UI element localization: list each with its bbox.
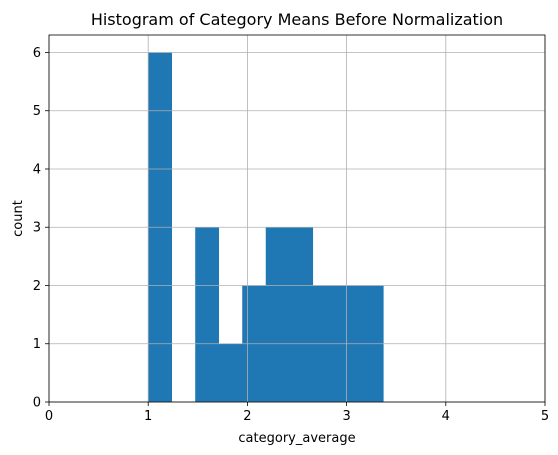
plot-frame: [48, 34, 546, 403]
y-tick-label-3: 3: [33, 221, 41, 236]
y-tick-label-6: 6: [33, 46, 41, 61]
x-tick-label-3: 3: [342, 409, 350, 424]
y-axis-label: count: [11, 200, 26, 237]
histogram-bar-3: [218, 343, 243, 402]
y-tick-label-4: 4: [33, 162, 41, 177]
y-tick-label-1: 1: [33, 337, 41, 352]
histogram-bar-5: [265, 227, 290, 402]
ticks-layer: 0 1 2 3 4 5 0 1 2 3 4 5 6: [33, 46, 549, 424]
x-tick-label-0: 0: [45, 409, 53, 424]
chart-title: Histogram of Category Means Before Norma…: [91, 10, 503, 29]
y-tick-label-5: 5: [33, 104, 41, 119]
x-tick-label-2: 2: [243, 409, 251, 424]
y-tick-label-0: 0: [33, 396, 41, 411]
histogram-bar-6: [289, 227, 314, 402]
x-axis-label: category_average: [238, 431, 355, 446]
y-tick-label-2: 2: [33, 279, 41, 294]
x-tick-label-5: 5: [541, 409, 549, 424]
x-tick-label-1: 1: [144, 409, 152, 424]
x-tick-label-4: 4: [442, 409, 450, 424]
histogram-bar-2: [195, 227, 220, 402]
